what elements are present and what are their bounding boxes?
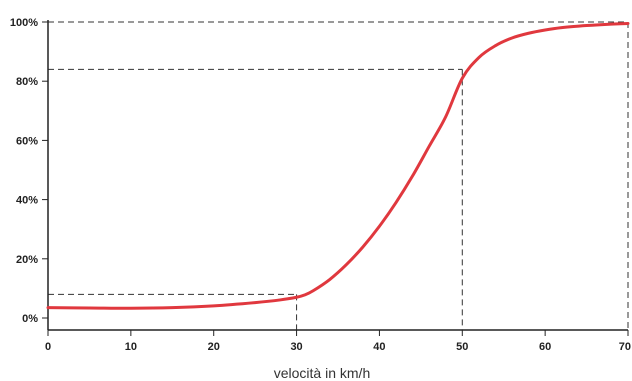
x-tick-label: 30: [290, 341, 302, 353]
reference-lines: [48, 21, 629, 330]
axes: [47, 20, 628, 331]
y-tick-label: 80%: [16, 76, 38, 88]
y-tick-label: 20%: [16, 254, 38, 266]
x-tick-label: 70: [619, 341, 631, 353]
x-tick-label: 50: [456, 341, 468, 353]
series-layer: [46, 21, 630, 310]
x-tick-label: 0: [45, 341, 51, 353]
x-tick-label: 10: [125, 341, 137, 353]
x-tick-label: 20: [208, 341, 220, 353]
x-tick-label: 60: [539, 341, 551, 353]
y-tick-label: 0%: [22, 313, 38, 325]
y-tick-label: 40%: [16, 195, 38, 207]
y-tick-label: 60%: [16, 135, 38, 147]
y-ticks: 0% 20% 40% 60% 80% 100%: [10, 17, 48, 325]
series-line: [46, 21, 630, 310]
x-ticks: 0 10 20 30 40 50 60 70: [45, 330, 631, 353]
x-axis-title: velocità in km/h: [274, 365, 370, 381]
x-tick-label: 40: [373, 341, 385, 353]
y-tick-label: 100%: [10, 17, 38, 29]
